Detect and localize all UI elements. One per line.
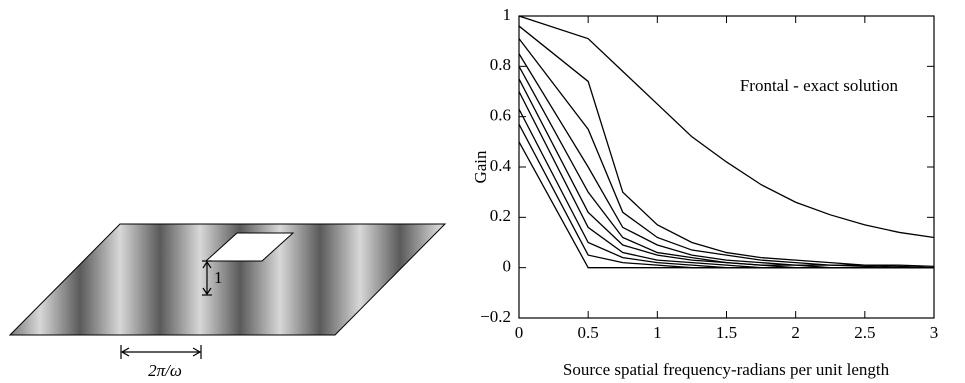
height-marker — [202, 260, 212, 296]
y-tick-label: 0 — [503, 257, 512, 276]
y-tick-label: 0.6 — [490, 106, 511, 125]
x-axis-label: Source spatial frequency-radians per uni… — [563, 360, 890, 379]
period-label: 2π/ω — [148, 361, 182, 380]
y-tick-label: 1 — [503, 5, 512, 24]
plane-diagram: 1 2π/ω — [8, 223, 447, 380]
x-tick-label: 1.5 — [716, 323, 737, 342]
y-tick-label: 0.2 — [490, 206, 511, 225]
series-line — [518, 123, 934, 269]
y-tick-label: 0.8 — [490, 55, 511, 74]
series-line — [518, 108, 934, 269]
x-tick-label: 3 — [930, 323, 939, 342]
chart: Frontal - exact solution Source spatial … — [471, 5, 938, 379]
y-tick-label: 0.4 — [490, 156, 512, 175]
series-line — [518, 38, 935, 269]
period-marker — [120, 345, 202, 359]
y-axis-label: Gain — [471, 150, 490, 184]
window — [204, 232, 295, 262]
x-tick-label: 0 — [515, 323, 524, 342]
series-line — [518, 53, 934, 269]
series-line — [518, 66, 934, 269]
x-tick-label: 2.5 — [854, 323, 875, 342]
striped-plane — [8, 223, 447, 336]
x-tick-label: 0.5 — [578, 323, 599, 342]
annotation: Frontal - exact solution — [740, 76, 899, 95]
y-tick-label: −0.2 — [480, 307, 511, 326]
x-tick-label: 1 — [653, 323, 662, 342]
series-line — [518, 78, 934, 269]
series-line — [518, 141, 934, 269]
height-label: 1 — [214, 268, 223, 287]
series-line — [518, 15, 935, 239]
x-tick-label: 2 — [791, 323, 800, 342]
plot-frame — [518, 15, 935, 319]
